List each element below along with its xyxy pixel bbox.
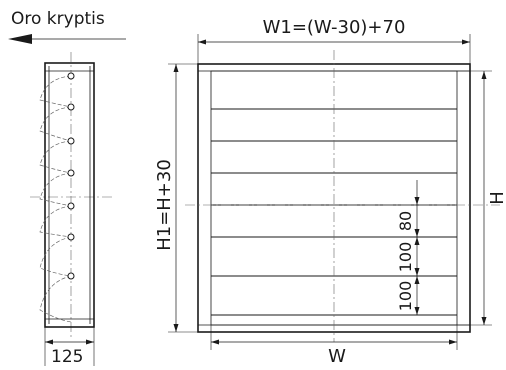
nominal-width-label: W [328, 346, 346, 367]
arrowhead-icon [481, 71, 487, 79]
arrowhead-icon [198, 39, 206, 45]
blade-pivot [67, 72, 75, 80]
arrowhead-icon [414, 197, 420, 205]
front-view: W1=(W-30)+70 H1=H+30 H W 80 100 100 [154, 17, 506, 367]
pitch-top-label: 80 [396, 211, 415, 231]
arrowhead-icon [414, 237, 420, 245]
arrowhead-icon [173, 324, 179, 332]
arrowhead-icon [414, 276, 420, 284]
blade-pivot [67, 137, 75, 145]
blade-swing-arc [39, 75, 72, 108]
arrowhead-icon [86, 339, 94, 345]
blade-pivot [67, 169, 75, 177]
arrowhead-icon [414, 229, 420, 237]
blade-swing-arc [39, 172, 72, 207]
blade-swing-arc [39, 140, 72, 174]
blade-swing-arc [39, 275, 72, 323]
blade-swing-arc [39, 106, 72, 142]
arrowhead-icon [414, 307, 420, 315]
overall-height-label: H1=H+30 [154, 159, 175, 251]
blade-pivot [67, 272, 75, 280]
depth-label: 125 [51, 347, 83, 367]
blade-swing-arc [39, 205, 72, 238]
arrowhead-icon [449, 339, 457, 345]
pitch-middle-label: 100 [396, 242, 415, 273]
arrowhead-icon [462, 39, 470, 45]
arrowhead-icon [173, 64, 179, 72]
airflow-indicator: Oro kryptis [8, 9, 126, 44]
blade-swing-arc [39, 236, 72, 277]
overall-width-label: W1=(W-30)+70 [263, 17, 406, 38]
nominal-height-label: H [487, 191, 506, 205]
airflow-arrow-icon [8, 34, 32, 44]
blade-pivot [67, 233, 75, 241]
pitch-bottom-label: 100 [396, 281, 415, 312]
airflow-direction-label: Oro kryptis [11, 9, 105, 29]
side-frame [44, 62, 95, 328]
side-view: 125 [30, 52, 112, 367]
blade-pivot [67, 202, 75, 210]
arrowhead-icon [45, 339, 53, 345]
blade-pivot [67, 103, 75, 111]
arrowhead-icon [211, 339, 219, 345]
arrowhead-icon [414, 268, 420, 276]
arrowhead-icon [481, 317, 487, 325]
